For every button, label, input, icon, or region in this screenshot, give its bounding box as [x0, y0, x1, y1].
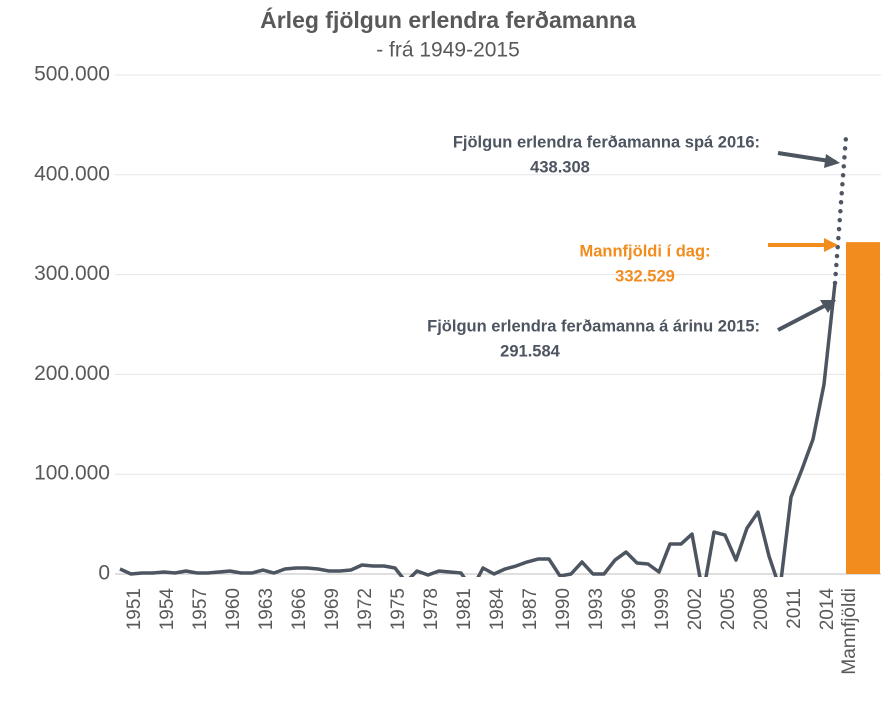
x-tick-label: 1978 — [421, 588, 442, 630]
x-tick-label: 2008 — [751, 588, 772, 630]
x-tick-label: 2014 — [817, 588, 838, 631]
x-tick-label: 1960 — [223, 588, 244, 630]
x-tick-label: 1981 — [454, 588, 475, 630]
bar — [846, 242, 880, 575]
x-tick-label: Mannfjöldi — [839, 588, 860, 675]
x-tick-label: 1954 — [157, 588, 178, 631]
x-tick-label: 2011 — [784, 588, 805, 629]
forecast-line — [832, 134, 849, 286]
x-tick-label: 1993 — [586, 588, 607, 630]
y-tick-label: 0 — [98, 562, 110, 585]
arrow — [777, 301, 831, 332]
chart-title: Árleg fjölgun erlendra ferðamanna — [260, 6, 636, 33]
chart-subtitle: - frá 1949-2015 — [376, 39, 520, 62]
y-tick-label: 300.000 — [34, 262, 110, 285]
arrowhead — [824, 238, 838, 252]
x-tick-label: 1984 — [487, 588, 508, 631]
annotation: Fjölgun erlendra ferðamanna spá 2016: — [453, 133, 760, 151]
annotation-value: 291.584 — [500, 342, 560, 360]
x-tick-label: 1996 — [619, 588, 640, 630]
x-tick-label: 1966 — [289, 588, 310, 630]
y-tick-label: 100.000 — [34, 462, 110, 485]
annotation: Fjölgun erlendra ferðamanna á árinu 2015… — [427, 317, 760, 335]
y-tick-label: 400.000 — [34, 162, 110, 185]
x-tick-label: 2002 — [685, 588, 706, 630]
x-tick-label: 1975 — [388, 588, 409, 630]
x-tick-label: 1963 — [256, 588, 277, 630]
x-tick-label: 1972 — [355, 588, 376, 630]
data-line — [119, 282, 837, 577]
y-tick-label: 200.000 — [34, 362, 110, 385]
x-tick-label: 1957 — [190, 588, 211, 630]
x-tick-label: 2005 — [718, 588, 739, 630]
annotation-value: 438.308 — [530, 158, 590, 176]
x-tick-label: 1999 — [652, 588, 673, 630]
arrowhead — [820, 300, 836, 313]
annotation: Mannfjöldi í dag: — [579, 242, 710, 260]
x-tick-label: 1987 — [520, 588, 541, 630]
x-tick-label: 1951 — [124, 588, 145, 630]
annotation-value: 332.529 — [615, 267, 675, 285]
arrowhead — [824, 154, 840, 168]
x-tick-label: 1969 — [322, 588, 343, 630]
y-tick-label: 500.000 — [34, 63, 110, 86]
x-tick-label: 1990 — [553, 588, 574, 630]
